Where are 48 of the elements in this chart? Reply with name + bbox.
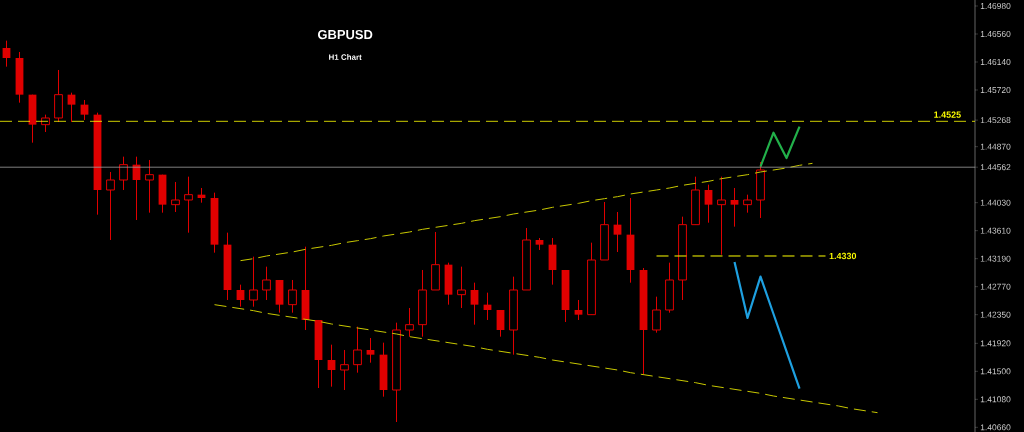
- y-tick-label: 1.46560: [980, 31, 1011, 37]
- candlestick: [496, 309, 505, 338]
- y-tick-label: 1.40660: [980, 424, 1011, 431]
- candlestick: [717, 176, 726, 256]
- candlestick: [67, 92, 76, 123]
- candlestick: [457, 266, 466, 309]
- candlestick: [262, 266, 271, 301]
- candlestick: [249, 256, 258, 308]
- candlestick: [184, 176, 193, 234]
- y-tick-label: 1.41500: [980, 368, 1011, 375]
- y-tick-label: 1.46980: [980, 3, 1011, 9]
- y-tick-label: 1.44030: [980, 199, 1011, 206]
- ref-line-label: 1.4525: [934, 111, 961, 118]
- y-tick-label: 1.41080: [980, 396, 1011, 403]
- candlestick: [327, 344, 336, 388]
- y-tick-label: 1.46140: [980, 59, 1011, 65]
- candlestick: [340, 349, 349, 391]
- y-tick-label: 1.41920: [980, 340, 1011, 347]
- candlestick: [119, 156, 128, 191]
- y-tick-label: 1.45720: [980, 87, 1011, 93]
- candlestick: [574, 299, 583, 321]
- candlestick: [54, 69, 63, 123]
- candlestick: [236, 284, 245, 308]
- candlestick: [2, 40, 11, 68]
- series-label: 1.4330: [829, 252, 857, 260]
- candlestick: [80, 99, 89, 121]
- line-series: [759, 125, 801, 168]
- candlestick: [288, 279, 297, 314]
- y-tick-label: 1.45268: [980, 117, 1011, 124]
- candlestick: [171, 181, 180, 213]
- y-tick-label: 1.42350: [980, 311, 1011, 318]
- candlestick: [405, 307, 414, 338]
- candlestick: [730, 187, 739, 228]
- candlestick: [366, 337, 375, 364]
- candlestick: [145, 159, 154, 214]
- y-tick-label: 1.44562: [980, 164, 1011, 171]
- y-tick-label: 1.43190: [980, 255, 1011, 262]
- candlestick: [353, 326, 362, 374]
- candlestick: [106, 171, 115, 241]
- text: GBPUSD: [317, 29, 373, 40]
- y-tick-label: 1.43610: [980, 227, 1011, 234]
- y-tick-label: 1.44870: [980, 143, 1011, 150]
- y-tick-label: 1.42770: [980, 283, 1011, 290]
- line-series: [733, 260, 801, 390]
- candlestick: [613, 211, 622, 253]
- candlestick: [704, 184, 713, 224]
- candlestick: [470, 282, 479, 326]
- candlestick: [652, 296, 661, 334]
